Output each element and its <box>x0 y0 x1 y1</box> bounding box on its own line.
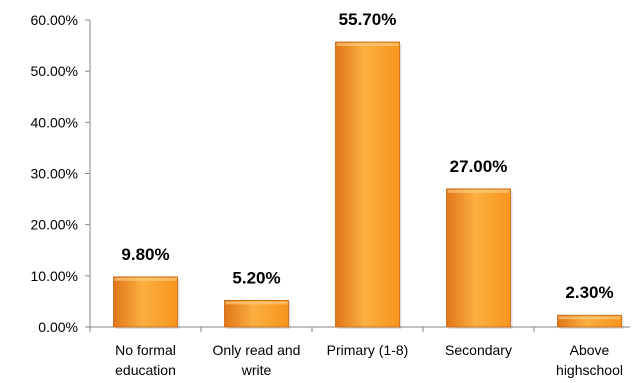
bar <box>446 188 511 328</box>
y-axis: 0.00% 10.00% 20.00% 30.00% 40.00% 50.00% 60.00… <box>31 12 91 335</box>
bar <box>224 299 289 328</box>
bar <box>113 276 178 328</box>
category-label: No formal education <box>115 342 176 378</box>
bar-highlight <box>114 277 177 281</box>
bar-highlight <box>447 189 510 193</box>
category-labels: No formal education Only read and write Prim… <box>115 342 623 378</box>
y-tick-label: 40.00% <box>31 114 78 130</box>
y-tick-label: 30.00% <box>31 166 78 182</box>
y-tick-label: 50.00% <box>31 63 78 79</box>
category-label-line: Only read and <box>213 342 301 358</box>
data-label: 27.00% <box>450 157 508 176</box>
y-tick-label: 60.00% <box>31 12 78 28</box>
bar-highlight <box>225 301 288 305</box>
category-label-line: highschool <box>556 362 623 378</box>
category-label: Only read and write <box>213 342 301 378</box>
category-label: Secondary <box>445 342 512 358</box>
category-label-line: Above <box>570 342 610 358</box>
data-label: 9.80% <box>121 245 169 264</box>
data-label: 2.30% <box>565 283 613 302</box>
bar-highlight <box>558 316 621 320</box>
category-label: Above highschool <box>556 342 623 378</box>
bars <box>113 41 624 329</box>
category-label-line: No formal <box>115 342 176 358</box>
y-tick-label: 0.00% <box>38 319 78 335</box>
bar <box>557 314 622 328</box>
category-label-line: write <box>241 362 272 378</box>
data-label: 55.70% <box>339 10 397 29</box>
y-tick-label: 20.00% <box>31 217 78 233</box>
y-tick-label: 10.00% <box>31 268 78 284</box>
category-label: Primary (1-8) <box>327 342 409 358</box>
data-labels: 9.80% 5.20% 55.70% 27.00% 2.30% <box>121 10 613 302</box>
data-label: 5.20% <box>232 268 280 287</box>
bar <box>335 41 400 328</box>
category-label-line: education <box>115 362 176 378</box>
bar-highlight <box>336 43 399 47</box>
category-label-line: Primary (1-8) <box>327 342 409 358</box>
category-label-line: Secondary <box>445 342 512 358</box>
